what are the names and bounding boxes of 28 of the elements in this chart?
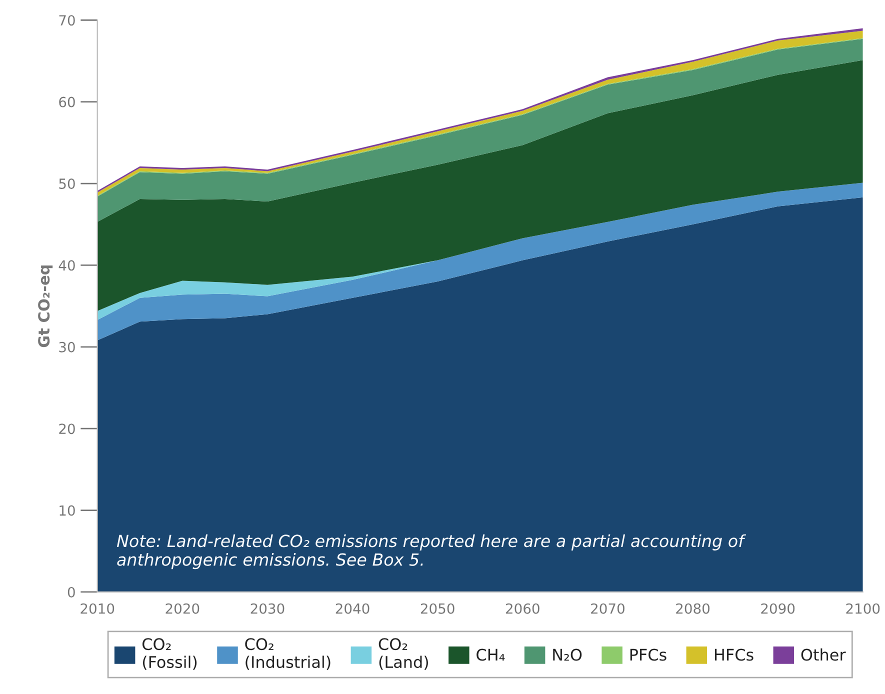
x-tick-label: 2090 bbox=[761, 603, 795, 614]
y-tick-label: 60 bbox=[59, 96, 75, 108]
x-tick-label: 2070 bbox=[591, 603, 624, 614]
legend-label: CO₂ (Land) bbox=[378, 638, 428, 670]
legend-label: PFCs bbox=[630, 648, 666, 661]
legend-label: Other bbox=[801, 648, 846, 661]
x-tick-label: 2010 bbox=[80, 603, 114, 614]
legend-label: CH₄ bbox=[476, 648, 505, 661]
x-tick-label: 2050 bbox=[420, 603, 454, 614]
x-tick-label: 2060 bbox=[506, 603, 540, 614]
x-tick-label: 2030 bbox=[250, 603, 284, 614]
y-axis-title: Gt CO₂-eq bbox=[38, 265, 53, 348]
legend-label: N₂O bbox=[553, 648, 582, 661]
y-tick-label: 20 bbox=[59, 424, 75, 434]
y-tick-label: 10 bbox=[60, 505, 75, 516]
y-tick-label: 50 bbox=[59, 178, 75, 189]
x-tick-label: 2100 bbox=[846, 603, 880, 614]
x-tick-label: 2020 bbox=[166, 603, 200, 614]
legend-label: CO₂ (Industrial) bbox=[245, 638, 330, 670]
x-tick-label: 2040 bbox=[336, 603, 370, 614]
y-tick-label: 70 bbox=[59, 15, 75, 26]
legend-label: HFCs bbox=[715, 648, 754, 661]
y-tick-label: 30 bbox=[59, 342, 75, 352]
y-tick-label: 0 bbox=[68, 586, 75, 598]
x-tick-label: 2080 bbox=[676, 603, 710, 614]
legend-label: CO₂ (Fossil) bbox=[142, 638, 197, 670]
annotation: Note: Land-related CO₂ emissions reported here are a partial accounting of anthropogenic emissions. See Box 5. bbox=[116, 534, 746, 570]
y-tick-label: 40 bbox=[58, 260, 75, 271]
